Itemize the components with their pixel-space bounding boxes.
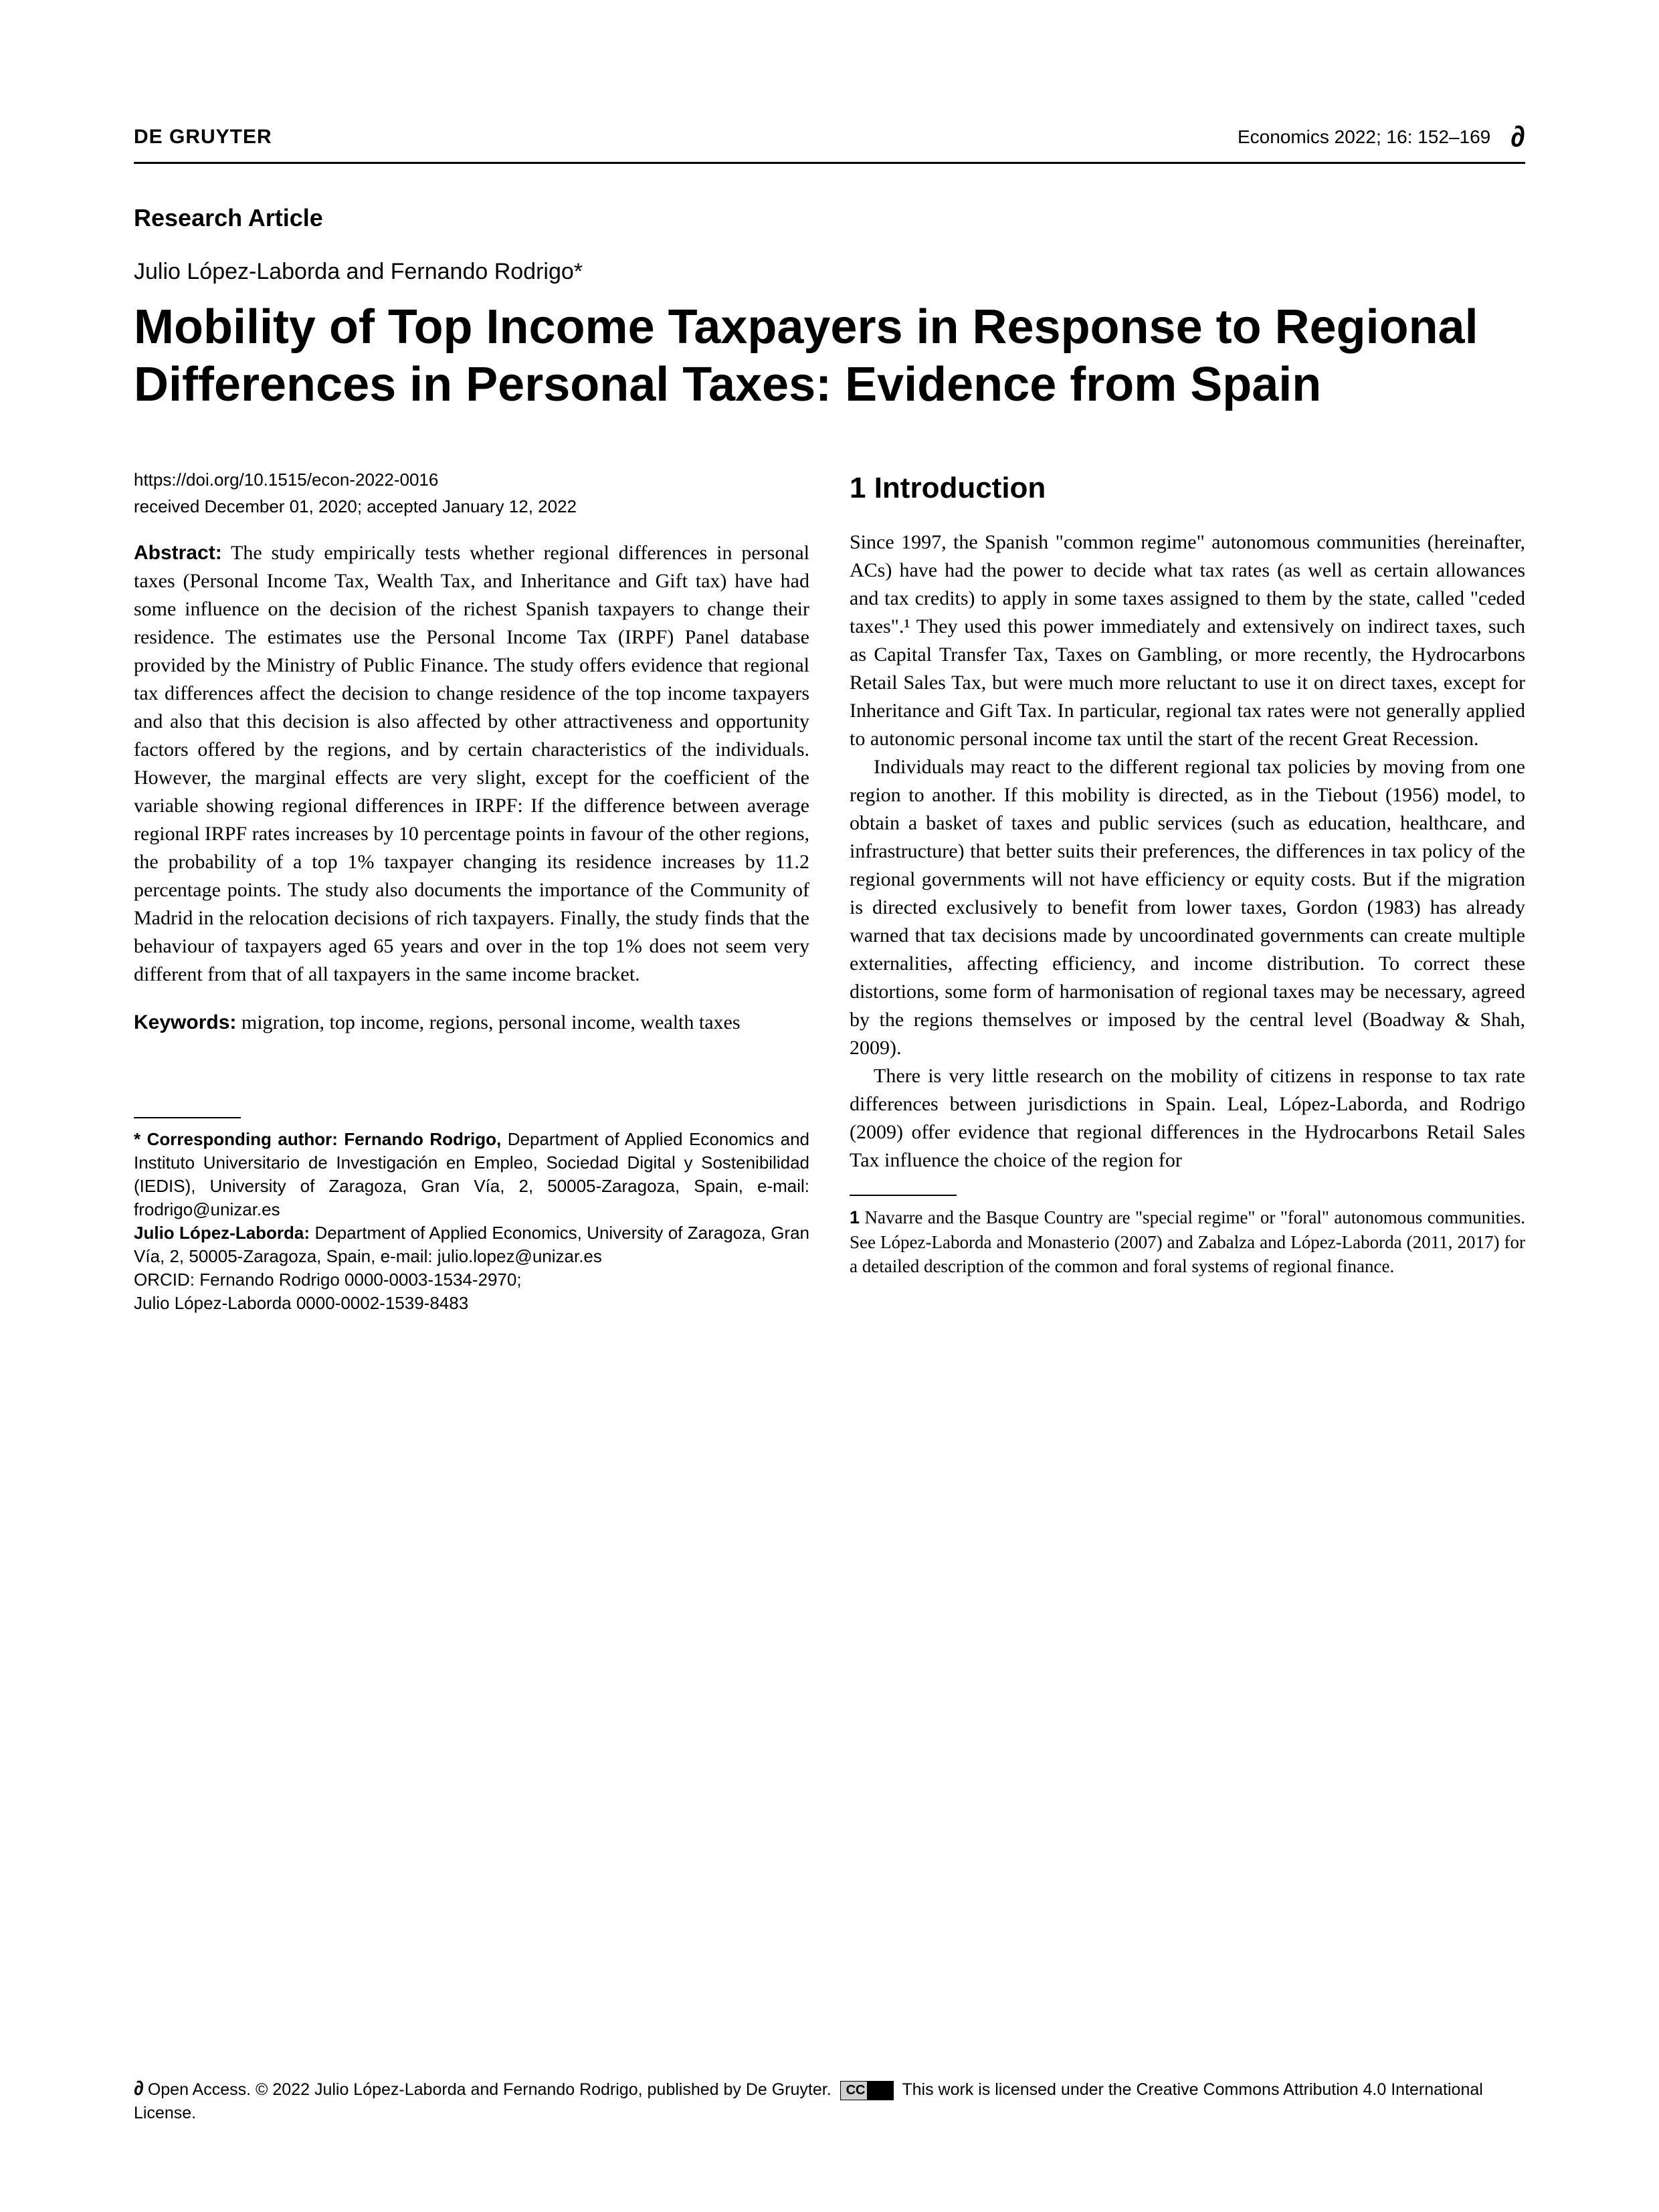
keywords-text: migration, top income, regions, personal…	[236, 1011, 740, 1033]
keywords-paragraph: Keywords: migration, top income, regions…	[134, 1009, 809, 1037]
page-header: DE GRUYTER Economics 2022; 16: 152–169 ∂	[134, 120, 1525, 164]
corresponding-author-label: * Corresponding author: Fernando Rodrigo…	[134, 1129, 508, 1149]
footnote-1-marker: 1	[850, 1207, 860, 1227]
open-access-icon-small: ∂	[134, 2078, 144, 2100]
intro-paragraph-2: Individuals may react to the different r…	[850, 753, 1525, 1062]
orcid-line-1: ORCID: Fernando Rodrigo 0000-0003-1534-2…	[134, 1268, 809, 1292]
abstract-paragraph: Abstract: The study empirically tests wh…	[134, 539, 809, 989]
author-line: Julio López-Laborda and Fernando Rodrigo…	[134, 259, 1525, 285]
journal-citation: Economics 2022; 16: 152–169	[1238, 126, 1490, 148]
right-column: 1 Introduction Since 1997, the Spanish "…	[850, 468, 1525, 1316]
article-type: Research Article	[134, 204, 1525, 232]
two-column-body: https://doi.org/10.1515/econ-2022-0016 r…	[134, 468, 1525, 1316]
orcid-line-2: Julio López-Laborda 0000-0002-1539-8483	[134, 1292, 809, 1315]
intro-paragraph-1: Since 1997, the Spanish "common regime" …	[850, 528, 1525, 753]
footnote-rule-right	[850, 1195, 957, 1196]
corresponding-author-footnote: * Corresponding author: Fernando Rodrigo…	[134, 1128, 809, 1221]
intro-paragraph-3: There is very little research on the mob…	[850, 1062, 1525, 1175]
page: DE GRUYTER Economics 2022; 16: 152–169 ∂…	[0, 0, 1659, 2212]
journal-meta-block: Economics 2022; 16: 152–169 ∂	[1238, 120, 1525, 154]
left-column: https://doi.org/10.1515/econ-2022-0016 r…	[134, 468, 809, 1316]
abstract-label: Abstract:	[134, 542, 222, 564]
date-received: received December 01, 2020; accepted Jan…	[134, 494, 809, 518]
license-line: ∂Open Access. © 2022 Julio López-Laborda…	[134, 2076, 1525, 2125]
second-author-footnote: Julio López-Laborda: Department of Appli…	[134, 1221, 809, 1268]
keywords-label: Keywords:	[134, 1011, 236, 1033]
footnote-rule	[134, 1117, 241, 1118]
article-title: Mobility of Top Income Taxpayers in Resp…	[134, 298, 1525, 414]
footnote-1: 1 Navarre and the Basque Country are "sp…	[850, 1205, 1525, 1278]
publisher-name: DE GRUYTER	[134, 126, 272, 148]
doi-link[interactable]: https://doi.org/10.1515/econ-2022-0016	[134, 468, 809, 492]
cc-by-badge: CC BY	[840, 2081, 894, 2100]
abstract-text: The study empirically tests whether regi…	[134, 542, 809, 985]
open-access-icon: ∂	[1510, 120, 1525, 154]
section-heading-introduction: 1 Introduction	[850, 468, 1525, 509]
footnote-1-text: Navarre and the Basque Country are "spec…	[850, 1207, 1525, 1276]
license-text-1: Open Access. © 2022 Julio López-Laborda …	[148, 2080, 836, 2099]
second-author-label: Julio López-Laborda:	[134, 1223, 314, 1243]
